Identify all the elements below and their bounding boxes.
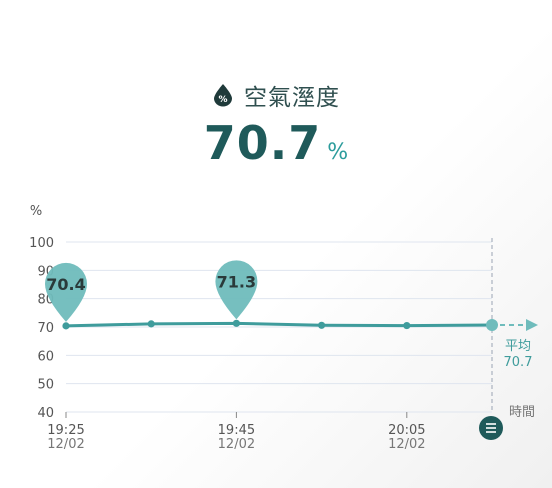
x-tick-date: 12/02 xyxy=(218,437,255,452)
data-point[interactable] xyxy=(147,320,155,328)
y-tick-label: 40 xyxy=(37,406,54,421)
callout-pin xyxy=(215,260,258,320)
average-arrow-head xyxy=(526,319,538,332)
value-callout: 70.4 xyxy=(45,262,87,322)
svg-text:%: % xyxy=(218,95,227,105)
x-tick-time: 19:25 xyxy=(47,423,84,438)
value-callout: 71.3 xyxy=(215,260,258,320)
x-tick-date: 12/02 xyxy=(388,437,425,452)
humidity-drop-icon: % xyxy=(214,84,232,107)
current-value-unit: % xyxy=(327,140,349,165)
x-tick-time: 19:45 xyxy=(218,423,255,438)
y-axis-unit: % xyxy=(30,204,42,219)
y-tick-label: 50 xyxy=(37,378,54,393)
y-tick-label: 70 xyxy=(37,321,54,336)
data-point[interactable] xyxy=(232,319,240,327)
callout-pin xyxy=(45,262,87,322)
average-label: 平均 xyxy=(505,339,531,354)
menu-button[interactable] xyxy=(479,416,503,440)
x-axis-title: 時間 xyxy=(509,405,535,420)
callout-value: 71.3 xyxy=(217,272,256,291)
current-value: 70.7% xyxy=(0,116,552,170)
data-point[interactable] xyxy=(62,322,70,330)
x-tick-time: 20:05 xyxy=(388,423,425,438)
header: % 空氣溼度 xyxy=(0,78,552,112)
current-value-number: 70.7 xyxy=(203,116,322,170)
menu-icon[interactable] xyxy=(486,423,496,433)
callout-value: 70.4 xyxy=(46,275,85,294)
data-point[interactable] xyxy=(318,321,326,329)
series-line xyxy=(65,321,493,328)
average-value: 70.7 xyxy=(504,355,533,370)
data-point[interactable] xyxy=(403,321,411,330)
average-marker xyxy=(486,319,498,332)
x-tick-date: 12/02 xyxy=(47,437,84,452)
y-tick-label: 100 xyxy=(29,236,54,251)
y-tick-label: 60 xyxy=(37,349,54,364)
page-title: 空氣溼度 xyxy=(244,85,340,111)
